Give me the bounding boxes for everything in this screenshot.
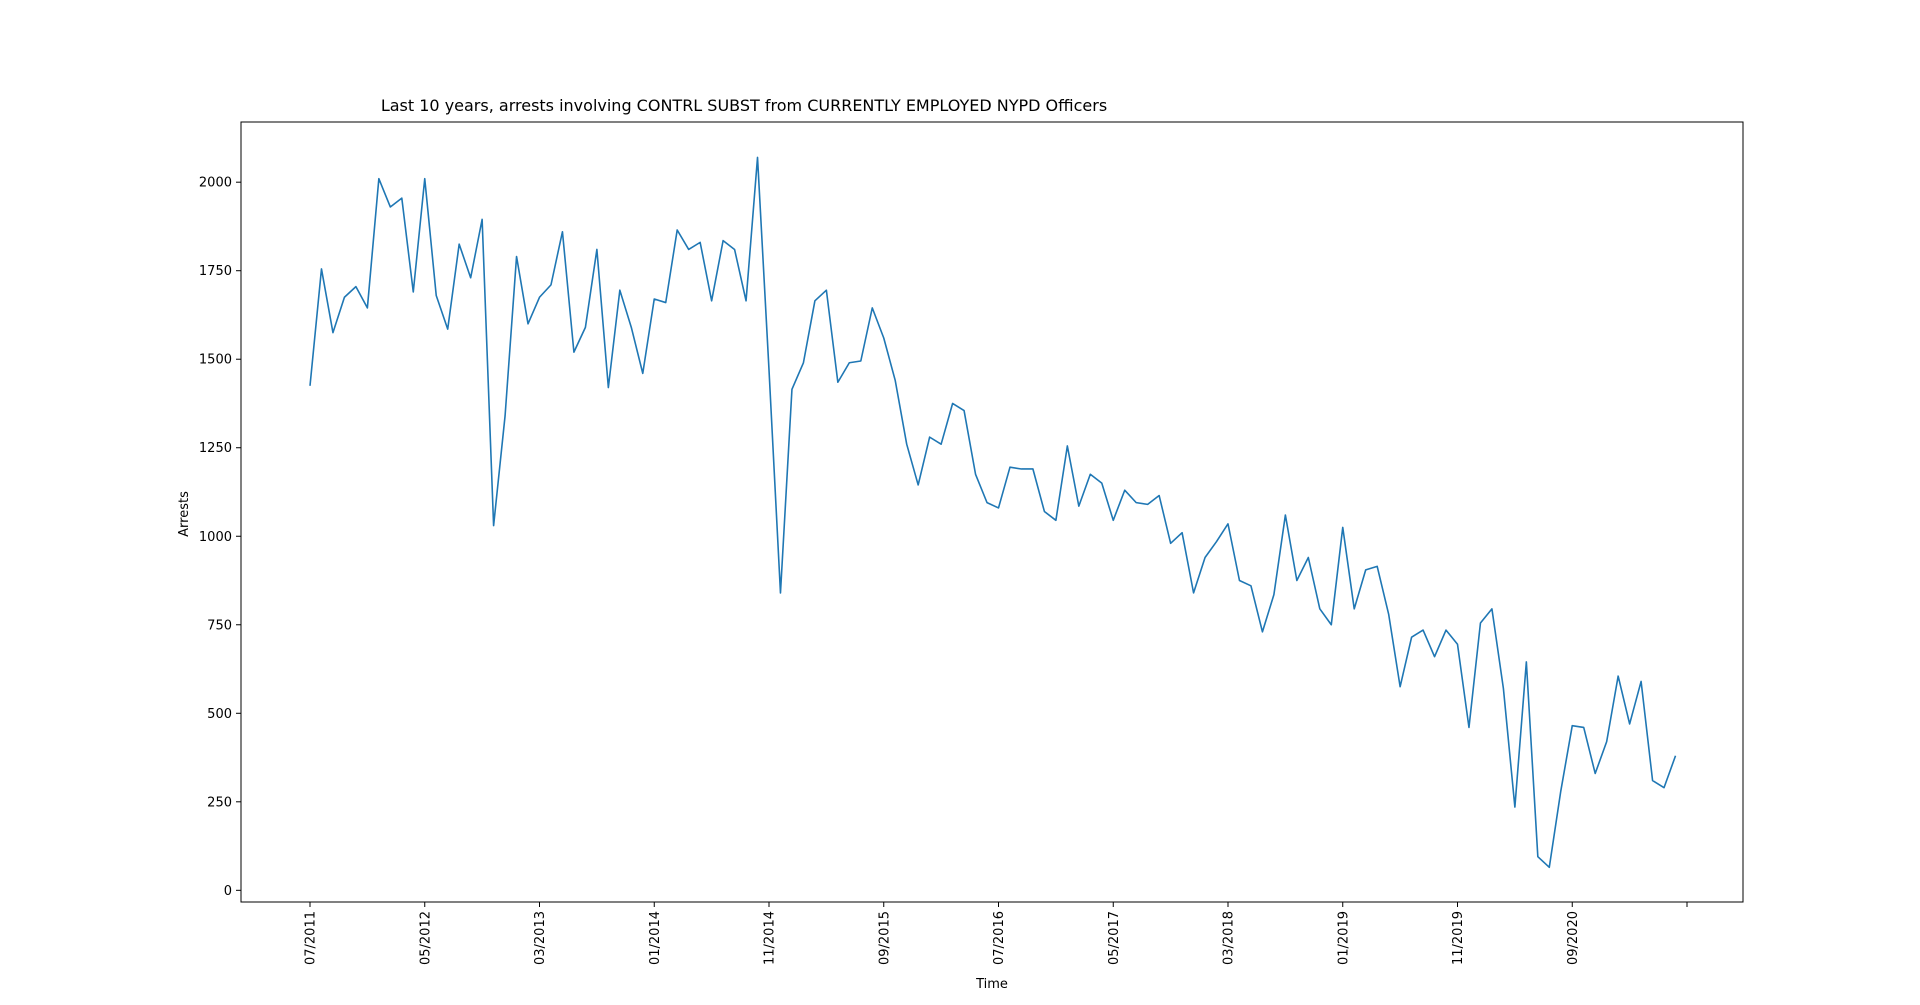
y-tick-label: 1250 (199, 441, 232, 456)
y-axis: 0 250 500 750 1000 1250 1500 1750 2000 (199, 176, 241, 899)
x-tick-label: 09/2020 (1566, 911, 1581, 965)
x-tick-label: 07/2011 (304, 911, 319, 965)
x-tick-label: 01/2019 (1336, 911, 1351, 965)
x-tick-label: 03/2013 (533, 911, 548, 965)
y-axis-label: Arrests (177, 491, 192, 537)
y-tick-label: 250 (207, 795, 232, 810)
x-tick-label: 11/2019 (1451, 911, 1466, 965)
y-tick-label: 1750 (199, 264, 232, 279)
y-tick-label: 750 (207, 618, 232, 633)
x-tick-label: 09/2015 (877, 911, 892, 965)
x-axis-label: Time (975, 977, 1008, 992)
plot-area (240, 121, 1744, 903)
y-tick-label: 500 (207, 707, 232, 722)
series-layer (309, 156, 1677, 869)
series-line (309, 156, 1677, 869)
x-tick-label: 11/2014 (763, 911, 778, 965)
y-tick-label: 2000 (199, 176, 232, 191)
x-tick-label: 05/2012 (418, 911, 433, 965)
y-tick-label: 1000 (199, 530, 232, 545)
y-tick-label: 0 (224, 884, 232, 899)
x-tick-label: 05/2017 (1107, 911, 1122, 965)
x-tick-label: 01/2014 (648, 911, 663, 965)
x-tick-label: 07/2016 (992, 911, 1007, 965)
y-tick-label: 1500 (199, 353, 232, 368)
x-tick-label: 03/2018 (1222, 911, 1237, 965)
x-axis: 07/2011 05/2012 03/2013 01/2014 11/2014 09/20… (304, 902, 1688, 965)
chart-title: Last 10 years, arrests involving CONTRL … (381, 96, 1107, 115)
